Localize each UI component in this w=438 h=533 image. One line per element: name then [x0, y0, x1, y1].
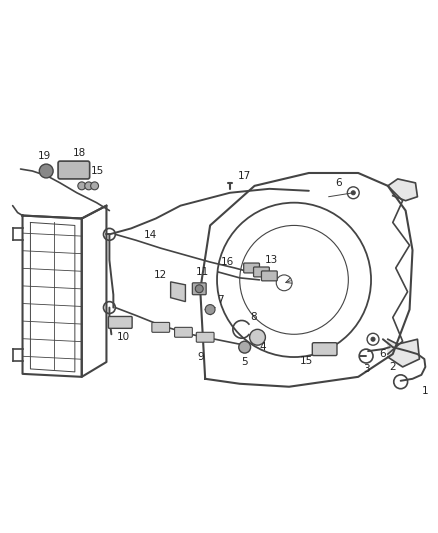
Circle shape [205, 304, 215, 314]
FancyBboxPatch shape [254, 267, 269, 277]
FancyBboxPatch shape [261, 271, 277, 281]
FancyBboxPatch shape [109, 317, 132, 328]
Text: 2: 2 [389, 362, 396, 372]
Circle shape [351, 191, 355, 195]
Circle shape [250, 329, 265, 345]
Circle shape [195, 285, 203, 293]
Polygon shape [388, 339, 420, 367]
Text: 14: 14 [144, 230, 158, 240]
FancyBboxPatch shape [312, 343, 337, 356]
FancyBboxPatch shape [244, 263, 259, 273]
Text: 16: 16 [221, 257, 234, 267]
Text: 17: 17 [238, 171, 251, 181]
Text: 7: 7 [217, 295, 223, 305]
Text: 9: 9 [197, 352, 204, 362]
Text: 3: 3 [363, 364, 369, 374]
Text: 19: 19 [38, 151, 51, 161]
FancyBboxPatch shape [196, 332, 214, 342]
Text: 12: 12 [154, 270, 167, 280]
Circle shape [239, 341, 251, 353]
Text: 11: 11 [196, 267, 209, 277]
FancyBboxPatch shape [58, 161, 90, 179]
Text: 15: 15 [91, 166, 104, 176]
Text: 6: 6 [335, 178, 342, 188]
FancyBboxPatch shape [192, 283, 206, 295]
Text: 15: 15 [300, 356, 314, 366]
Circle shape [91, 182, 99, 190]
Circle shape [371, 337, 375, 341]
Text: 13: 13 [265, 255, 278, 265]
Circle shape [78, 182, 86, 190]
Text: 4: 4 [259, 342, 266, 352]
Polygon shape [388, 179, 417, 201]
Circle shape [39, 164, 53, 178]
Text: 6: 6 [380, 349, 386, 359]
Text: 1: 1 [422, 386, 429, 395]
Text: 10: 10 [117, 332, 130, 342]
Text: 8: 8 [250, 312, 257, 322]
Polygon shape [171, 282, 185, 302]
Text: 18: 18 [73, 148, 86, 158]
FancyBboxPatch shape [175, 327, 192, 337]
FancyBboxPatch shape [152, 322, 170, 332]
Text: 5: 5 [241, 357, 248, 367]
Circle shape [85, 182, 92, 190]
